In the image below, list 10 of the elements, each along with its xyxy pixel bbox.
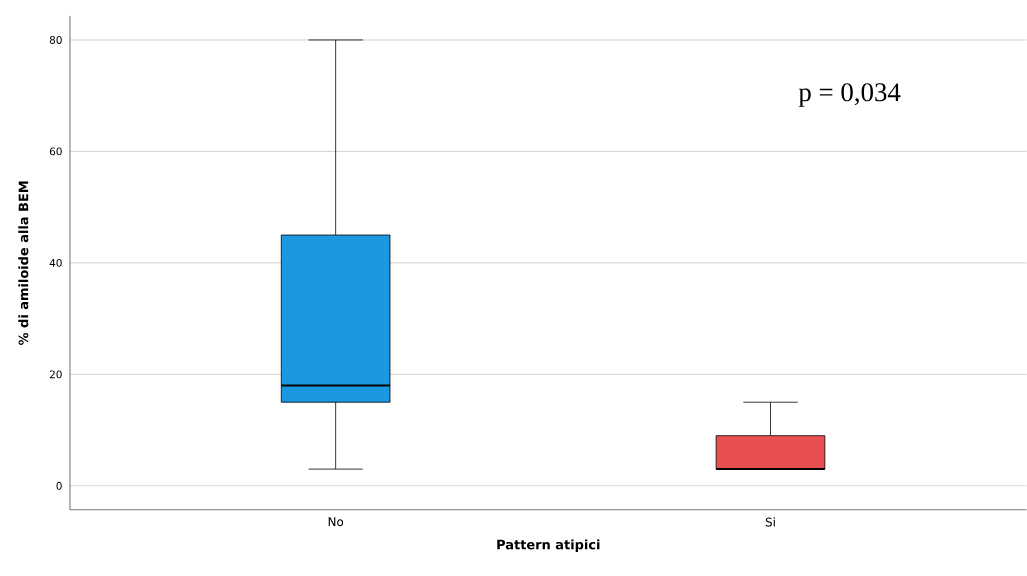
y-tick-label: 60 [49, 147, 62, 156]
y-tick-label: 40 [49, 259, 62, 267]
x-tick-label: Si [765, 517, 775, 527]
y-tick-label: 80 [49, 36, 62, 45]
x-axis-title: Pattern atipici [497, 539, 600, 553]
y-tick-label: 20 [49, 370, 62, 379]
y-axis-title: % di amiloide alla BEM [18, 181, 29, 346]
x-tick-label: No [328, 517, 344, 527]
y-tick-label: 0 [56, 481, 62, 490]
annotation: p = 0,034 [798, 83, 901, 107]
